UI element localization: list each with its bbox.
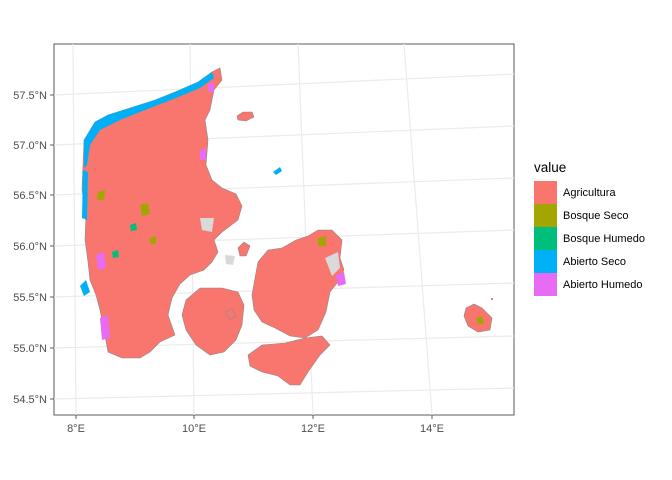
jutland-region xyxy=(81,67,243,359)
laeso-region xyxy=(236,111,255,122)
abierto-seco-coast xyxy=(80,280,90,296)
y-tick-label: 54.5°N xyxy=(13,394,47,406)
bosque-humedo-patch xyxy=(112,250,119,258)
samso-region xyxy=(237,241,251,257)
abierto-seco-coast xyxy=(84,72,214,168)
bosque-humedo-patch xyxy=(130,223,137,231)
bosque-seco-patch xyxy=(97,190,105,200)
x-tick-labels: 8°E 10°E 12°E 14°E xyxy=(67,423,444,435)
legend-item: Agricultura xyxy=(534,181,645,204)
bosque-seco-patch xyxy=(150,236,156,244)
abierto-humedo-patch xyxy=(200,148,206,160)
small-island xyxy=(224,307,237,321)
urban-area xyxy=(225,255,235,265)
small-island xyxy=(491,298,493,300)
y-tick-label: 56.5°N xyxy=(13,190,47,202)
zealand-region xyxy=(251,229,345,339)
x-axis xyxy=(75,415,433,419)
bosque-seco-patch xyxy=(476,316,484,324)
urban-area xyxy=(325,252,340,276)
abierto-humedo-patch xyxy=(100,315,110,340)
y-axis xyxy=(50,94,54,400)
legend-label: Agricultura xyxy=(563,186,616,199)
legend-label: Abierto Humedo xyxy=(563,278,643,291)
x-tick-label: 14°E xyxy=(420,423,444,435)
legend-item: Bosque Humedo xyxy=(534,227,645,250)
lolland-falster-region xyxy=(247,335,331,386)
legend: value Agricultura Bosque Seco Bosque Hum… xyxy=(534,160,645,296)
urban-area xyxy=(200,218,214,232)
y-tick-label: 55.0°N xyxy=(13,343,47,355)
denmark-landmass xyxy=(81,67,493,386)
y-tick-label: 56.0°N xyxy=(13,241,47,253)
legend-key xyxy=(534,181,557,204)
legend-label: Bosque Seco xyxy=(563,209,629,222)
legend-key xyxy=(534,273,557,296)
legend-item: Abierto Seco xyxy=(534,250,645,273)
bosque-seco-patch xyxy=(318,236,326,246)
legend-key xyxy=(534,204,557,227)
x-tick-label: 10°E xyxy=(182,423,206,435)
y-tick-labels: 57.5°N 57.0°N 56.5°N 56.0°N 55.5°N 55.0°… xyxy=(13,90,47,406)
x-tick-label: 12°E xyxy=(301,423,325,435)
abierto-humedo-patch xyxy=(208,82,214,92)
abierto-seco-island xyxy=(273,167,282,175)
legend-label: Bosque Humedo xyxy=(563,232,645,245)
funen-region xyxy=(181,287,245,356)
abierto-humedo-patch xyxy=(96,252,106,270)
y-tick-label: 57.5°N xyxy=(13,90,47,102)
abierto-seco-coast xyxy=(82,170,88,220)
legend-key xyxy=(534,227,557,250)
x-tick-label: 8°E xyxy=(67,423,85,435)
abierto-humedo-patch xyxy=(336,272,346,286)
y-tick-label: 55.5°N xyxy=(13,292,47,304)
legend-item: Bosque Seco xyxy=(534,204,645,227)
landcover-patches xyxy=(80,72,484,340)
bosque-seco-patch xyxy=(140,203,150,216)
legend-title: value xyxy=(534,160,567,175)
legend-label: Abierto Seco xyxy=(563,255,626,268)
y-tick-label: 57.0°N xyxy=(13,140,47,152)
legend-key xyxy=(534,250,557,273)
legend-item: Abierto Humedo xyxy=(534,273,645,296)
